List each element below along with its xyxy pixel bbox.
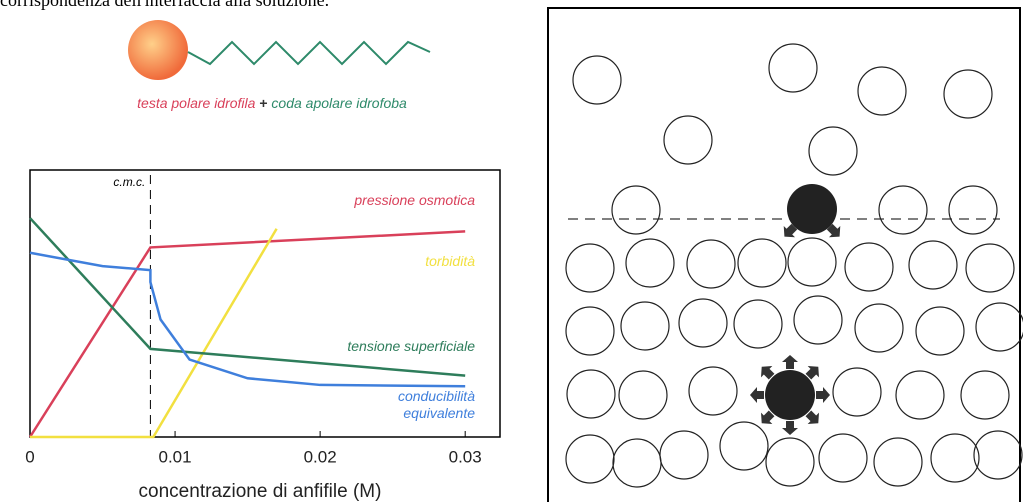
molecule [974, 431, 1022, 479]
molecule [612, 186, 660, 234]
series-label: tensione superficiale [275, 338, 475, 355]
molecule [858, 67, 906, 115]
molecule [573, 56, 621, 104]
molecule [679, 299, 727, 347]
molecule [689, 367, 737, 415]
series-label: conducibilità equivalente [380, 388, 475, 422]
molecule-label: testa polare idrofila + coda apolare idr… [137, 95, 407, 111]
polar-head [128, 20, 188, 80]
molecule [916, 307, 964, 355]
head-label: testa polare idrofila [137, 95, 256, 111]
molecule [879, 186, 927, 234]
molecule [931, 434, 979, 482]
molecule [660, 431, 708, 479]
molecule [874, 438, 922, 486]
tail [188, 42, 430, 64]
molecule [566, 307, 614, 355]
molecule [809, 127, 857, 175]
molecule [788, 238, 836, 286]
force-arrow [782, 355, 798, 369]
molecule [944, 70, 992, 118]
cmc-label: c.m.c. [113, 175, 145, 189]
molecule [909, 241, 957, 289]
header-text: corrispondenza dell'interfaccia alla sol… [0, 0, 329, 10]
x-axis-label: concentrazione di anfifile (M) [139, 481, 382, 502]
molecule [720, 422, 768, 470]
molecule [855, 304, 903, 352]
plus: + [259, 95, 267, 111]
molecule [621, 302, 669, 350]
molecule [794, 296, 842, 344]
force-arrow [816, 387, 830, 403]
series-label: torbidità [275, 253, 475, 270]
bulk-molecule [765, 370, 815, 420]
x-tick-label: 0.01 [159, 447, 192, 466]
molecule [664, 116, 712, 164]
molecule [833, 368, 881, 416]
x-tick-label: 0 [25, 447, 34, 466]
molecule [566, 244, 614, 292]
surface-molecule [787, 184, 837, 234]
molecule [738, 239, 786, 287]
force-arrow [782, 421, 798, 435]
molecule [566, 435, 614, 483]
molecule [966, 244, 1014, 292]
molecule [613, 439, 661, 487]
molecule [567, 370, 615, 418]
series-label: pressione osmotica [275, 192, 475, 209]
molecule [734, 300, 782, 348]
molecule [687, 240, 735, 288]
molecule [619, 371, 667, 419]
molecule [845, 243, 893, 291]
series-line [30, 253, 465, 386]
molecule [769, 44, 817, 92]
molecule [949, 186, 997, 234]
molecule [626, 239, 674, 287]
figure: corrispondenza dell'interfaccia alla sol… [0, 0, 1023, 502]
molecule [976, 303, 1023, 351]
force-arrow [750, 387, 764, 403]
x-tick-label: 0.02 [304, 447, 337, 466]
tail-label: coda apolare idrofoba [271, 95, 407, 111]
molecule [766, 438, 814, 486]
molecule [961, 371, 1009, 419]
molecule [819, 434, 867, 482]
molecule [896, 371, 944, 419]
x-tick-label: 0.03 [449, 447, 482, 466]
page: corrispondenza dell'interfaccia alla sol… [0, 0, 1023, 502]
